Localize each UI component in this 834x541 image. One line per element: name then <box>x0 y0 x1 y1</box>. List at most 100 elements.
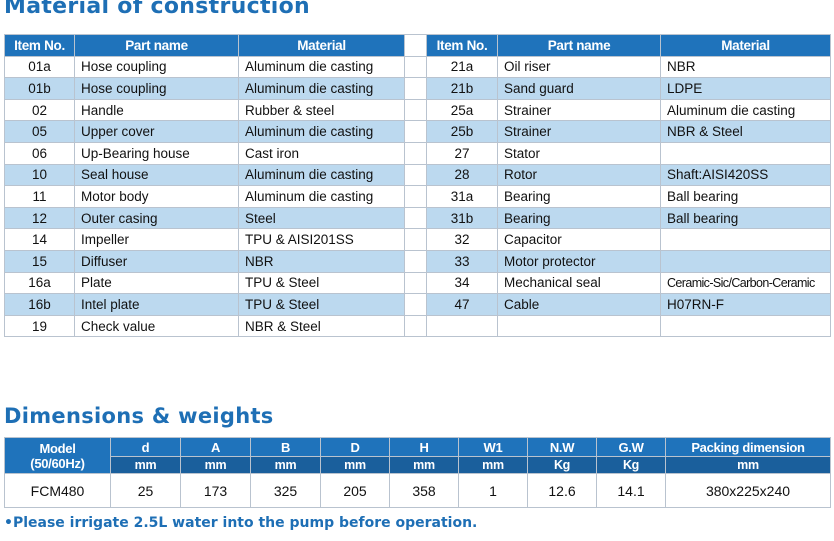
col-header-part-name: Part name <box>74 34 239 57</box>
material-row: 01a Hose coupling Aluminum die casting 21a O… <box>4 55 831 79</box>
cell-part-name: Seal house <box>74 163 239 187</box>
cell-part-name: Strainer <box>497 120 661 143</box>
cell-b: 325 <box>250 473 321 508</box>
cell-item-no: 21b <box>426 77 498 100</box>
cell-material: Aluminum die casting <box>238 120 405 143</box>
cell-material: Steel <box>238 206 405 230</box>
material-row: 10 Seal house Aluminum die casting 28 Rotor S… <box>4 163 831 187</box>
cell-part-name: Capacitor <box>497 228 661 251</box>
cell-material: Aluminum die casting <box>238 77 405 100</box>
material-row: 06 Up-Bearing house Cast iron 27 Stator <box>4 141 831 165</box>
model-label: Model <box>39 440 76 456</box>
cell-material: TPU & Steel <box>238 271 405 295</box>
cell-h: 358 <box>389 473 459 508</box>
dim-unit-row: mm mm mm mm mm mm Kg Kg mm <box>5 456 831 474</box>
cell-part-name: Stator <box>497 141 661 165</box>
dim-header-row: Model (50/60Hz) d A B D H W1 N.W G.W Pac… <box>4 437 831 474</box>
column-gap <box>404 98 427 122</box>
material-header-row: Item No. Part name Material Item No. Par… <box>4 34 831 57</box>
cell-nw: 12.6 <box>527 473 597 508</box>
cell-part-name: Mechanical seal <box>497 271 661 295</box>
cell-part-name: Outer casing <box>74 206 239 230</box>
col-header-d-upper: D <box>320 437 390 457</box>
cell-item-no: 25a <box>426 98 498 122</box>
material-row: 15 Diffuser NBR 33 Motor protector <box>4 249 831 273</box>
cell-material: NBR & Steel <box>238 314 405 338</box>
unit-gw: Kg <box>596 456 666 474</box>
column-gap <box>404 271 427 295</box>
cell-item-no <box>426 314 498 338</box>
cell-d: 25 <box>110 473 181 508</box>
material-row: 16a Plate TPU & Steel 34 Mechanical seal Cera… <box>4 271 831 295</box>
cell-material: TPU & Steel <box>238 293 405 316</box>
cell-part-name <box>497 314 661 338</box>
cell-material: NBR <box>660 55 831 79</box>
col-header-packing: Packing dimension <box>665 437 831 457</box>
operation-note: •Please irrigate 2.5L water into the pum… <box>4 515 478 531</box>
cell-material: H07RN-F <box>660 293 831 316</box>
column-gap <box>404 163 427 187</box>
cell-part-name: Strainer <box>497 98 661 122</box>
cell-item-no: 11 <box>4 185 75 208</box>
material-section-title: Material of construction <box>4 0 310 19</box>
material-row: 02 Handle Rubber & steel 25a Strainer Aluminu… <box>4 98 831 122</box>
material-table: Item No. Part name Material Item No. Par… <box>4 34 831 338</box>
col-header-material: Material <box>660 34 831 57</box>
col-header-d: d <box>110 437 181 457</box>
cell-item-no: 28 <box>426 163 498 187</box>
unit-d-upper: mm <box>320 456 390 474</box>
model-sub-label: (50/60Hz) <box>30 455 85 471</box>
cell-material: Rubber & steel <box>238 98 405 122</box>
unit-nw: Kg <box>527 456 597 474</box>
cell-part-name: Handle <box>74 98 239 122</box>
unit-b: mm <box>250 456 321 474</box>
cell-item-no: 01b <box>4 77 75 100</box>
column-gap <box>404 249 427 273</box>
cell-part-name: Up-Bearing house <box>74 141 239 165</box>
cell-material: Ball bearing <box>660 185 831 208</box>
cell-a: 173 <box>180 473 251 508</box>
cell-item-no: 19 <box>4 314 75 338</box>
col-header-a: A <box>180 437 251 457</box>
cell-part-name: Check value <box>74 314 239 338</box>
column-gap <box>404 120 427 143</box>
cell-item-no: 01a <box>4 55 75 79</box>
cell-w1: 1 <box>458 473 528 508</box>
cell-packing: 380x225x240 <box>665 473 831 508</box>
column-gap <box>404 314 427 338</box>
cell-material: Cast iron <box>238 141 405 165</box>
cell-material: Aluminum die casting <box>238 163 405 187</box>
dimensions-table: Model (50/60Hz) d A B D H W1 N.W G.W Pac… <box>4 437 831 508</box>
cell-material <box>660 249 831 273</box>
cell-gw: 14.1 <box>596 473 666 508</box>
cell-part-name: Plate <box>74 271 239 295</box>
cell-item-no: 16b <box>4 293 75 316</box>
cell-part-name: Bearing <box>497 206 661 230</box>
cell-material: Aluminum die casting <box>238 185 405 208</box>
cell-material: Aluminum die casting <box>660 98 831 122</box>
cell-item-no: 25b <box>426 120 498 143</box>
cell-part-name: Hose coupling <box>74 77 239 100</box>
cell-part-name: Hose coupling <box>74 55 239 79</box>
cell-item-no: 47 <box>426 293 498 316</box>
material-row: 05 Upper cover Aluminum die casting 25b Stra… <box>4 120 831 143</box>
cell-item-no: 32 <box>426 228 498 251</box>
dimensions-section-title: Dimensions & weights <box>4 404 274 428</box>
cell-part-name: Sand guard <box>497 77 661 100</box>
cell-item-no: 06 <box>4 141 75 165</box>
col-header-gw: G.W <box>596 437 666 457</box>
cell-part-name: Motor body <box>74 185 239 208</box>
col-header-item-no: Item No. <box>4 34 75 57</box>
col-header-h: H <box>389 437 459 457</box>
dim-data-row: FCM480 25 173 325 205 358 1 12.6 14.1 38… <box>4 473 831 508</box>
cell-part-name: Diffuser <box>74 249 239 273</box>
column-gap <box>404 77 427 100</box>
cell-item-no: 14 <box>4 228 75 251</box>
material-row: 11 Motor body Aluminum die casting 31a Beari… <box>4 185 831 208</box>
cell-item-no: 27 <box>426 141 498 165</box>
cell-material: LDPE <box>660 77 831 100</box>
col-header-b: B <box>250 437 321 457</box>
column-gap <box>404 55 427 79</box>
cell-part-name: Bearing <box>497 185 661 208</box>
col-header-material: Material <box>238 34 405 57</box>
